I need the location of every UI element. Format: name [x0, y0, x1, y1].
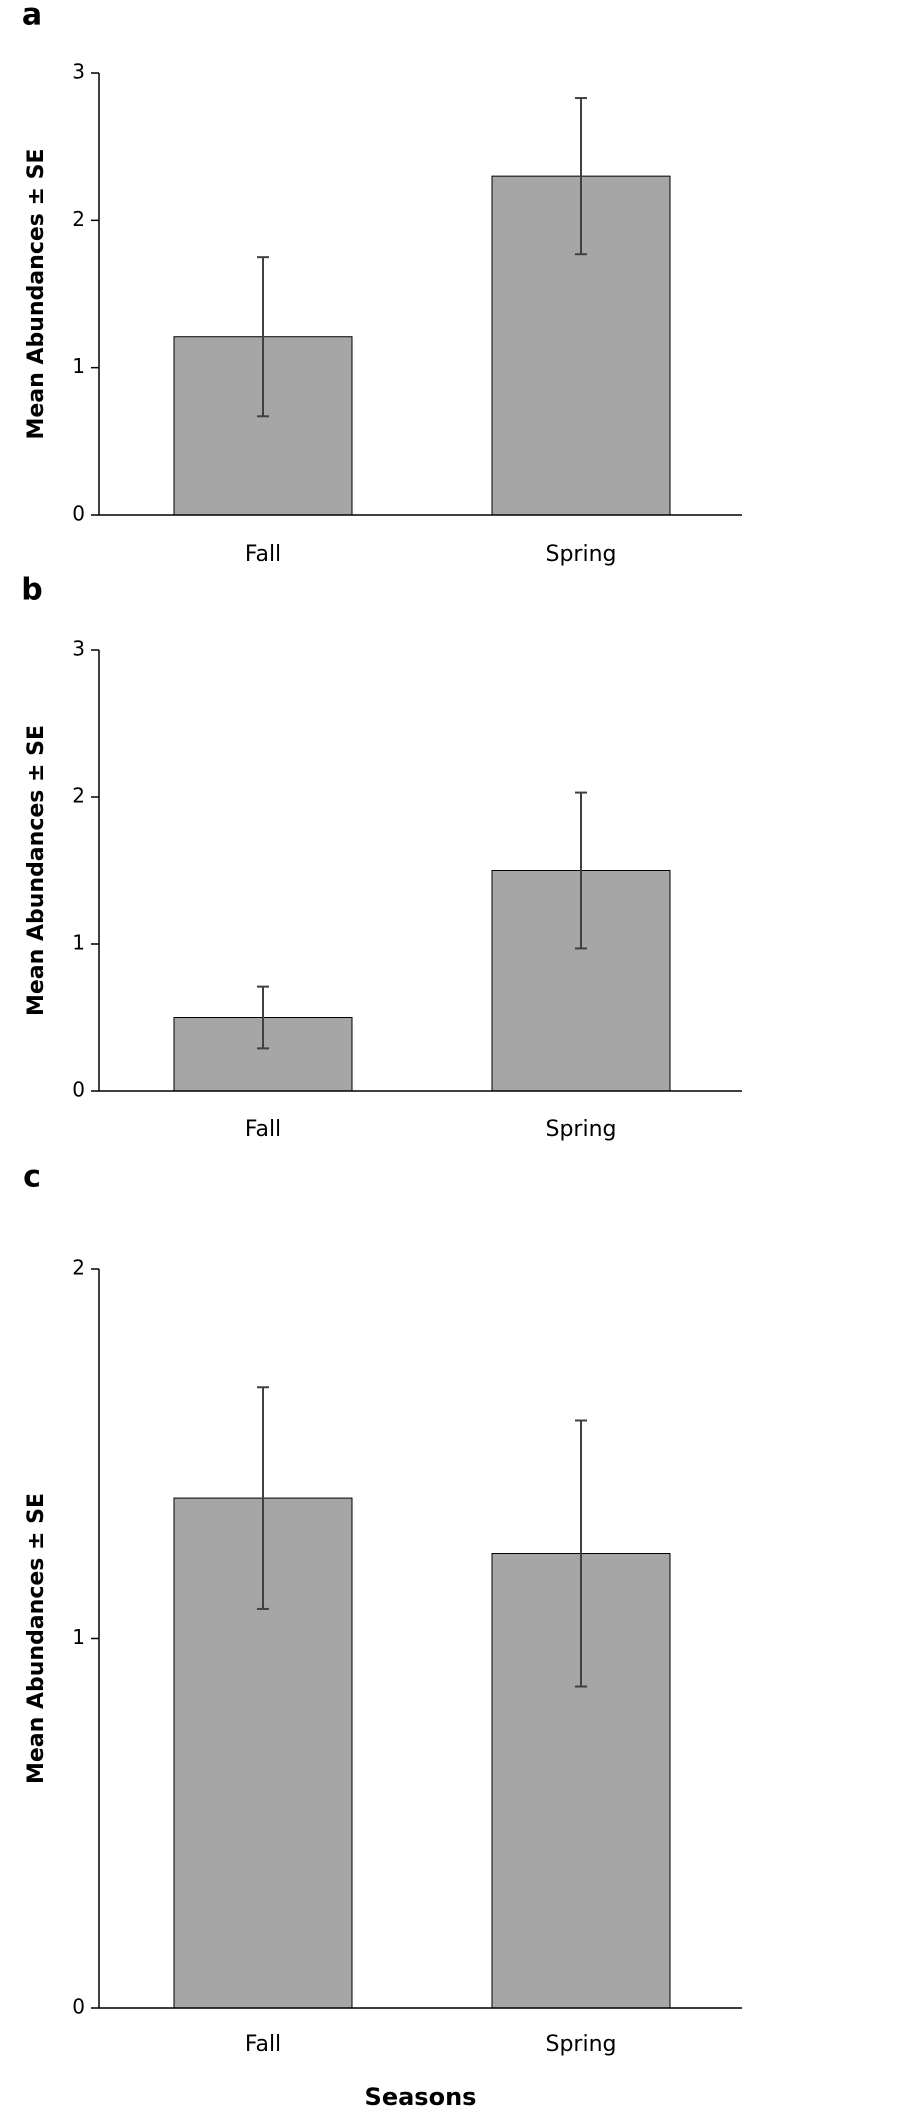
y-tick-label: 1: [72, 931, 85, 955]
panel-label: b: [21, 573, 42, 608]
x-tick-label: Fall: [245, 2032, 281, 2057]
y-tick-label: 0: [72, 502, 85, 526]
y-tick-label: 2: [72, 1256, 85, 1280]
y-tick-label: 1: [72, 1625, 85, 1649]
panel-label: c: [23, 1160, 41, 1195]
x-tick-label: Fall: [245, 542, 281, 567]
x-tick-label: Spring: [546, 542, 617, 567]
y-axis-label: Mean Abundances ± SE: [24, 725, 49, 1016]
y-tick-label: 3: [72, 60, 85, 84]
x-tick-label: Spring: [546, 1117, 617, 1142]
x-tick-label: Fall: [245, 1117, 281, 1142]
y-axis-label: Mean Abundances ± SE: [24, 148, 49, 439]
y-tick-label: 2: [72, 207, 85, 231]
x-axis-label: Seasons: [365, 2083, 477, 2111]
x-tick-label: Spring: [546, 2032, 617, 2057]
y-tick-label: 0: [72, 1995, 85, 2019]
y-axis-label: Mean Abundances ± SE: [24, 1493, 49, 1784]
y-tick-label: 0: [72, 1078, 85, 1102]
y-tick-label: 3: [72, 637, 85, 661]
y-tick-label: 2: [72, 784, 85, 808]
panel-label: a: [22, 0, 42, 33]
y-tick-label: 1: [72, 354, 85, 378]
